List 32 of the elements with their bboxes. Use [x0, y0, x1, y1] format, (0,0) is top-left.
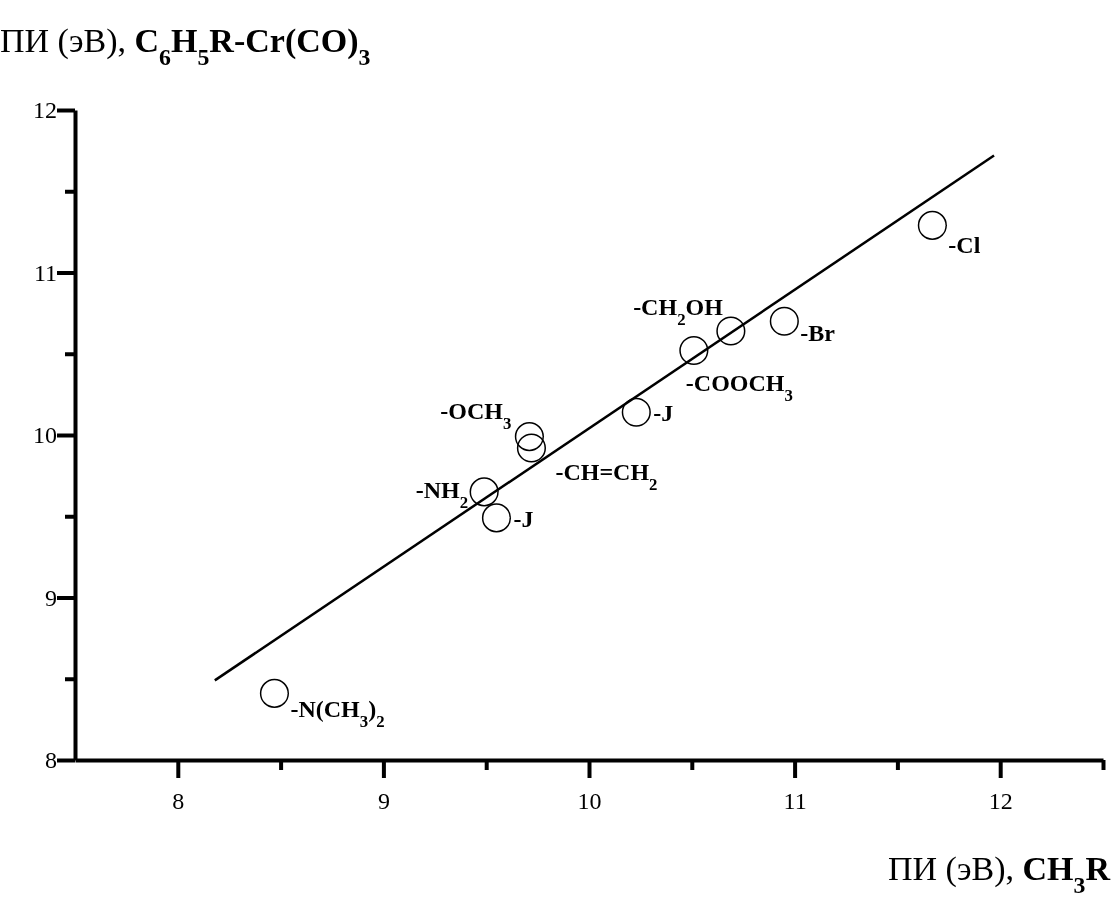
annotation: -COOCH$_{3}$ [685, 369, 793, 404]
annotation: -OCH$_{3}$ [440, 397, 512, 433]
x-tick-label: 11 [783, 788, 807, 815]
point [469, 477, 499, 507]
point [481, 503, 512, 533]
point [679, 335, 709, 366]
point [516, 433, 546, 463]
annotation: -N(CH$_{3}$)$_{2}$ [290, 696, 385, 731]
x-tick-label: 12 [988, 788, 1013, 815]
y-tick-label: 9 [45, 584, 57, 611]
point [917, 210, 947, 240]
annotation: -CH=CH$_{2}$ [555, 459, 658, 494]
y-axis-title: ПИ (эВ), C$_{6}$H$_{5}$R-Cr(CO)$_{3}$ [0, 22, 371, 70]
point [259, 678, 289, 708]
x-tick-label: 10 [577, 788, 602, 815]
annotation: -CH$_{2}$OH [633, 294, 724, 329]
annotation: -Cl [948, 232, 981, 259]
annotation: -NH$_{2}$ [415, 476, 469, 512]
y-tick-label: 12 [33, 97, 57, 124]
point [769, 306, 799, 336]
y-tick-label: 11 [33, 259, 57, 286]
point [716, 316, 746, 346]
point [621, 397, 651, 427]
y-tick-label: 10 [33, 422, 57, 449]
point [514, 422, 544, 452]
annotation: -Br [800, 320, 836, 347]
y-tick-label: 8 [45, 747, 57, 774]
annotation: -J [653, 400, 674, 427]
x-tick-label: 8 [172, 788, 185, 815]
x-tick-label: 9 [377, 788, 390, 815]
annotation: -J [513, 505, 534, 532]
x-axis-title: ПИ (эВ), CH$_{3}$R [888, 850, 1111, 898]
